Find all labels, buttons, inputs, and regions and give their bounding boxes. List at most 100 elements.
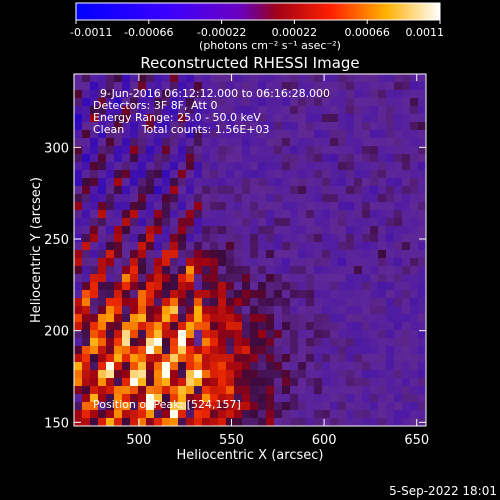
heatmap-cell	[378, 250, 387, 259]
heatmap-cell	[106, 258, 115, 267]
heatmap-cell	[130, 314, 139, 323]
heatmap-cell	[122, 266, 131, 275]
heatmap-cell	[394, 386, 403, 395]
heatmap-cell	[162, 410, 171, 419]
heatmap-cell	[338, 282, 347, 291]
heatmap-cell	[226, 266, 235, 275]
heatmap-cell	[330, 146, 339, 155]
heatmap-cell	[162, 74, 171, 83]
heatmap-cell	[202, 210, 211, 219]
heatmap-cell	[210, 242, 219, 251]
heatmap-cell	[178, 330, 187, 339]
heatmap-cell	[362, 178, 371, 187]
heatmap-cell	[378, 290, 387, 299]
heatmap-cell	[146, 162, 155, 171]
heatmap-cell	[106, 202, 115, 211]
heatmap-cell	[298, 226, 307, 235]
heatmap-cell	[106, 354, 115, 363]
heatmap-cell	[370, 306, 379, 315]
heatmap-cell	[122, 186, 131, 195]
heatmap-cell	[354, 282, 363, 291]
heatmap-cell	[242, 298, 251, 307]
heatmap-cell	[410, 330, 419, 339]
heatmap-cell	[354, 306, 363, 315]
heatmap-cell	[410, 266, 419, 275]
heatmap-cell	[218, 338, 227, 347]
heatmap-cell	[242, 154, 251, 163]
heatmap-cell	[194, 330, 203, 339]
heatmap-cell	[170, 218, 179, 227]
heatmap-cell	[330, 114, 339, 123]
heatmap-cell	[186, 242, 195, 251]
heatmap-cell	[138, 266, 147, 275]
heatmap-cell	[378, 410, 387, 419]
heatmap-cell	[114, 410, 123, 419]
heatmap-cell	[146, 322, 155, 331]
heatmap-cell	[282, 258, 291, 267]
heatmap-cell	[114, 98, 123, 107]
heatmap-cell	[194, 282, 203, 291]
heatmap-cell	[106, 330, 115, 339]
heatmap-cell	[282, 226, 291, 235]
heatmap-cell	[258, 122, 267, 131]
heatmap-cell	[202, 90, 211, 99]
heatmap-cell	[322, 418, 331, 426]
heatmap-cell	[282, 242, 291, 251]
heatmap-cell	[394, 170, 403, 179]
heatmap-cell	[226, 74, 235, 83]
heatmap-cell	[418, 234, 426, 243]
heatmap-cell	[258, 250, 267, 259]
heatmap-cell	[202, 242, 211, 251]
heatmap-cell	[386, 170, 395, 179]
heatmap-cell	[154, 258, 163, 267]
heatmap-cell	[418, 322, 426, 331]
chart-title: Reconstructed RHESSI Image	[140, 54, 359, 72]
heatmap-cell	[418, 114, 426, 123]
heatmap-cell	[330, 170, 339, 179]
heatmap-cell	[394, 82, 403, 91]
heatmap-cell	[346, 90, 355, 99]
heatmap-cell	[330, 274, 339, 283]
heatmap-cell	[338, 234, 347, 243]
heatmap-cell	[74, 218, 83, 227]
heatmap-cell	[250, 394, 259, 403]
heatmap-cell	[338, 122, 347, 131]
heatmap-cell	[226, 290, 235, 299]
heatmap-cell	[186, 386, 195, 395]
heatmap-cell	[298, 418, 307, 426]
heatmap-cell	[178, 154, 187, 163]
heatmap-cell	[290, 130, 299, 139]
heatmap-cell	[338, 338, 347, 347]
heatmap-cell	[378, 202, 387, 211]
heatmap-cell	[282, 194, 291, 203]
heatmap-cell	[202, 202, 211, 211]
heatmap-cell	[274, 90, 283, 99]
heatmap-cell	[298, 106, 307, 115]
heatmap-cell	[258, 146, 267, 155]
heatmap-cell	[362, 186, 371, 195]
heatmap-cell	[98, 82, 107, 91]
heatmap-cell	[114, 250, 123, 259]
heatmap-cell	[274, 402, 283, 411]
heatmap-cell	[74, 162, 83, 171]
heatmap-cell	[178, 418, 187, 426]
heatmap-cell	[354, 154, 363, 163]
heatmap-cell	[330, 354, 339, 363]
heatmap-cell	[162, 290, 171, 299]
heatmap-cell	[402, 138, 411, 147]
heatmap-cell	[178, 362, 187, 371]
heatmap-cell	[402, 106, 411, 115]
heatmap-cell	[282, 186, 291, 195]
heatmap-cell	[122, 162, 131, 171]
heatmap-cell	[362, 298, 371, 307]
heatmap-cell	[362, 138, 371, 147]
heatmap-cell	[378, 306, 387, 315]
heatmap-cell	[330, 98, 339, 107]
heatmap-cell	[162, 346, 171, 355]
heatmap-cell	[322, 98, 331, 107]
heatmap-cell	[378, 226, 387, 235]
heatmap-cell	[314, 370, 323, 379]
heatmap-cell	[266, 234, 275, 243]
heatmap-cell	[210, 338, 219, 347]
